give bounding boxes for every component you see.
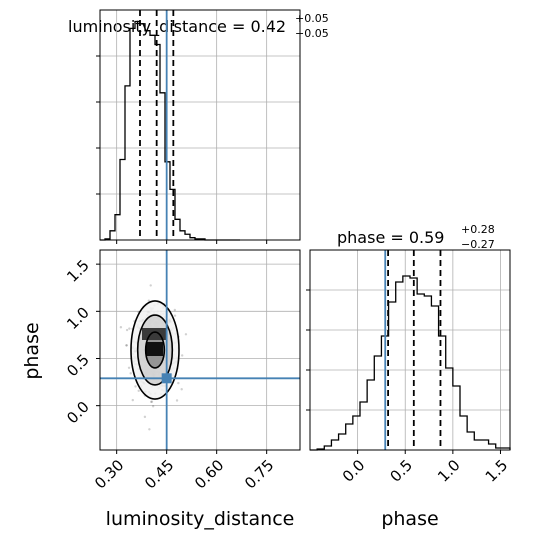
scatter-point: [143, 415, 147, 419]
title-luminosity-distance: luminosity_distance = 0.42 +0.05 −0.05: [68, 12, 329, 40]
histogram-step: [310, 275, 511, 451]
scatter-point: [180, 354, 184, 357]
x-tick-label: 1.0: [434, 456, 464, 486]
scatter-point: [150, 400, 154, 403]
contour-line: [136, 314, 174, 386]
contour-line: [130, 300, 180, 400]
scatter-point: [151, 405, 155, 408]
x-tick-label: 0.60: [191, 456, 227, 492]
scatter-point: [129, 372, 132, 375]
scatter-point: [150, 400, 153, 404]
scatter-point: [127, 366, 131, 369]
panel-hist-phase: [306, 249, 511, 454]
scatter-point: [128, 327, 131, 330]
scatter-point: [131, 398, 134, 402]
scatter-point: [148, 428, 151, 431]
title-phase: phase = 0.59 +0.28 −0.27: [337, 223, 495, 251]
panel-frame: [99, 249, 301, 451]
title-phase-plus: +0.28: [461, 223, 495, 236]
x-tick-label: 0.30: [91, 456, 127, 492]
density-core: [146, 342, 163, 356]
scatter-point: [184, 333, 188, 336]
scatter-point: [175, 399, 179, 402]
scatter-point: [180, 388, 183, 391]
title-ld-plus: +0.05: [295, 12, 329, 25]
scatter-point: [134, 385, 137, 388]
x-tick-label: 0.5: [386, 456, 416, 486]
scatter-point: [137, 389, 140, 393]
scatter-point: [173, 314, 177, 317]
x-tick-label: 0.75: [241, 456, 277, 492]
x-tick-labels-phase: 0.0 0.5 1.0 1.5: [339, 456, 511, 486]
scatter-point: [125, 328, 129, 332]
contour-line: [144, 331, 166, 369]
scatter-point: [173, 308, 177, 312]
title-phase-minus: −0.27: [461, 238, 495, 251]
y-tick-label: 0.0: [63, 398, 93, 428]
title-ld-text: luminosity_distance = 0.42: [68, 17, 286, 37]
xlabel-luminosity-distance: luminosity_distance: [106, 508, 295, 530]
x-tick-label: 0.0: [339, 456, 369, 486]
panel-frame: [99, 9, 301, 241]
y-tick-label: 1.0: [63, 303, 93, 333]
panel-hist-luminosity-distance: [96, 9, 301, 244]
xlabel-phase: phase: [381, 508, 438, 530]
ylabel-phase: phase: [21, 322, 43, 379]
y-tick-label: 1.5: [63, 256, 93, 286]
scatter-point: [125, 344, 128, 347]
panel-joint-luminosity-distance-phase: [96, 249, 301, 454]
y-tick-label: 0.5: [63, 351, 93, 381]
scatter-point: [177, 381, 180, 385]
x-tick-label: 0.45: [141, 456, 177, 492]
histogram-step: [100, 20, 240, 241]
title-ld-minus: −0.05: [295, 27, 329, 40]
truth-marker: [161, 373, 172, 384]
x-tick-labels-luminosity-distance: 0.30 0.45 0.60 0.75: [91, 456, 277, 492]
panel-frame: [309, 249, 511, 451]
scatter-point: [125, 344, 128, 347]
scatter-point: [149, 284, 152, 287]
scatter-point: [119, 326, 123, 329]
title-phase-text: phase = 0.59: [337, 228, 444, 247]
y-tick-labels-phase: 0.0 0.5 1.0 1.5: [63, 256, 93, 427]
x-tick-label: 1.5: [482, 456, 512, 486]
